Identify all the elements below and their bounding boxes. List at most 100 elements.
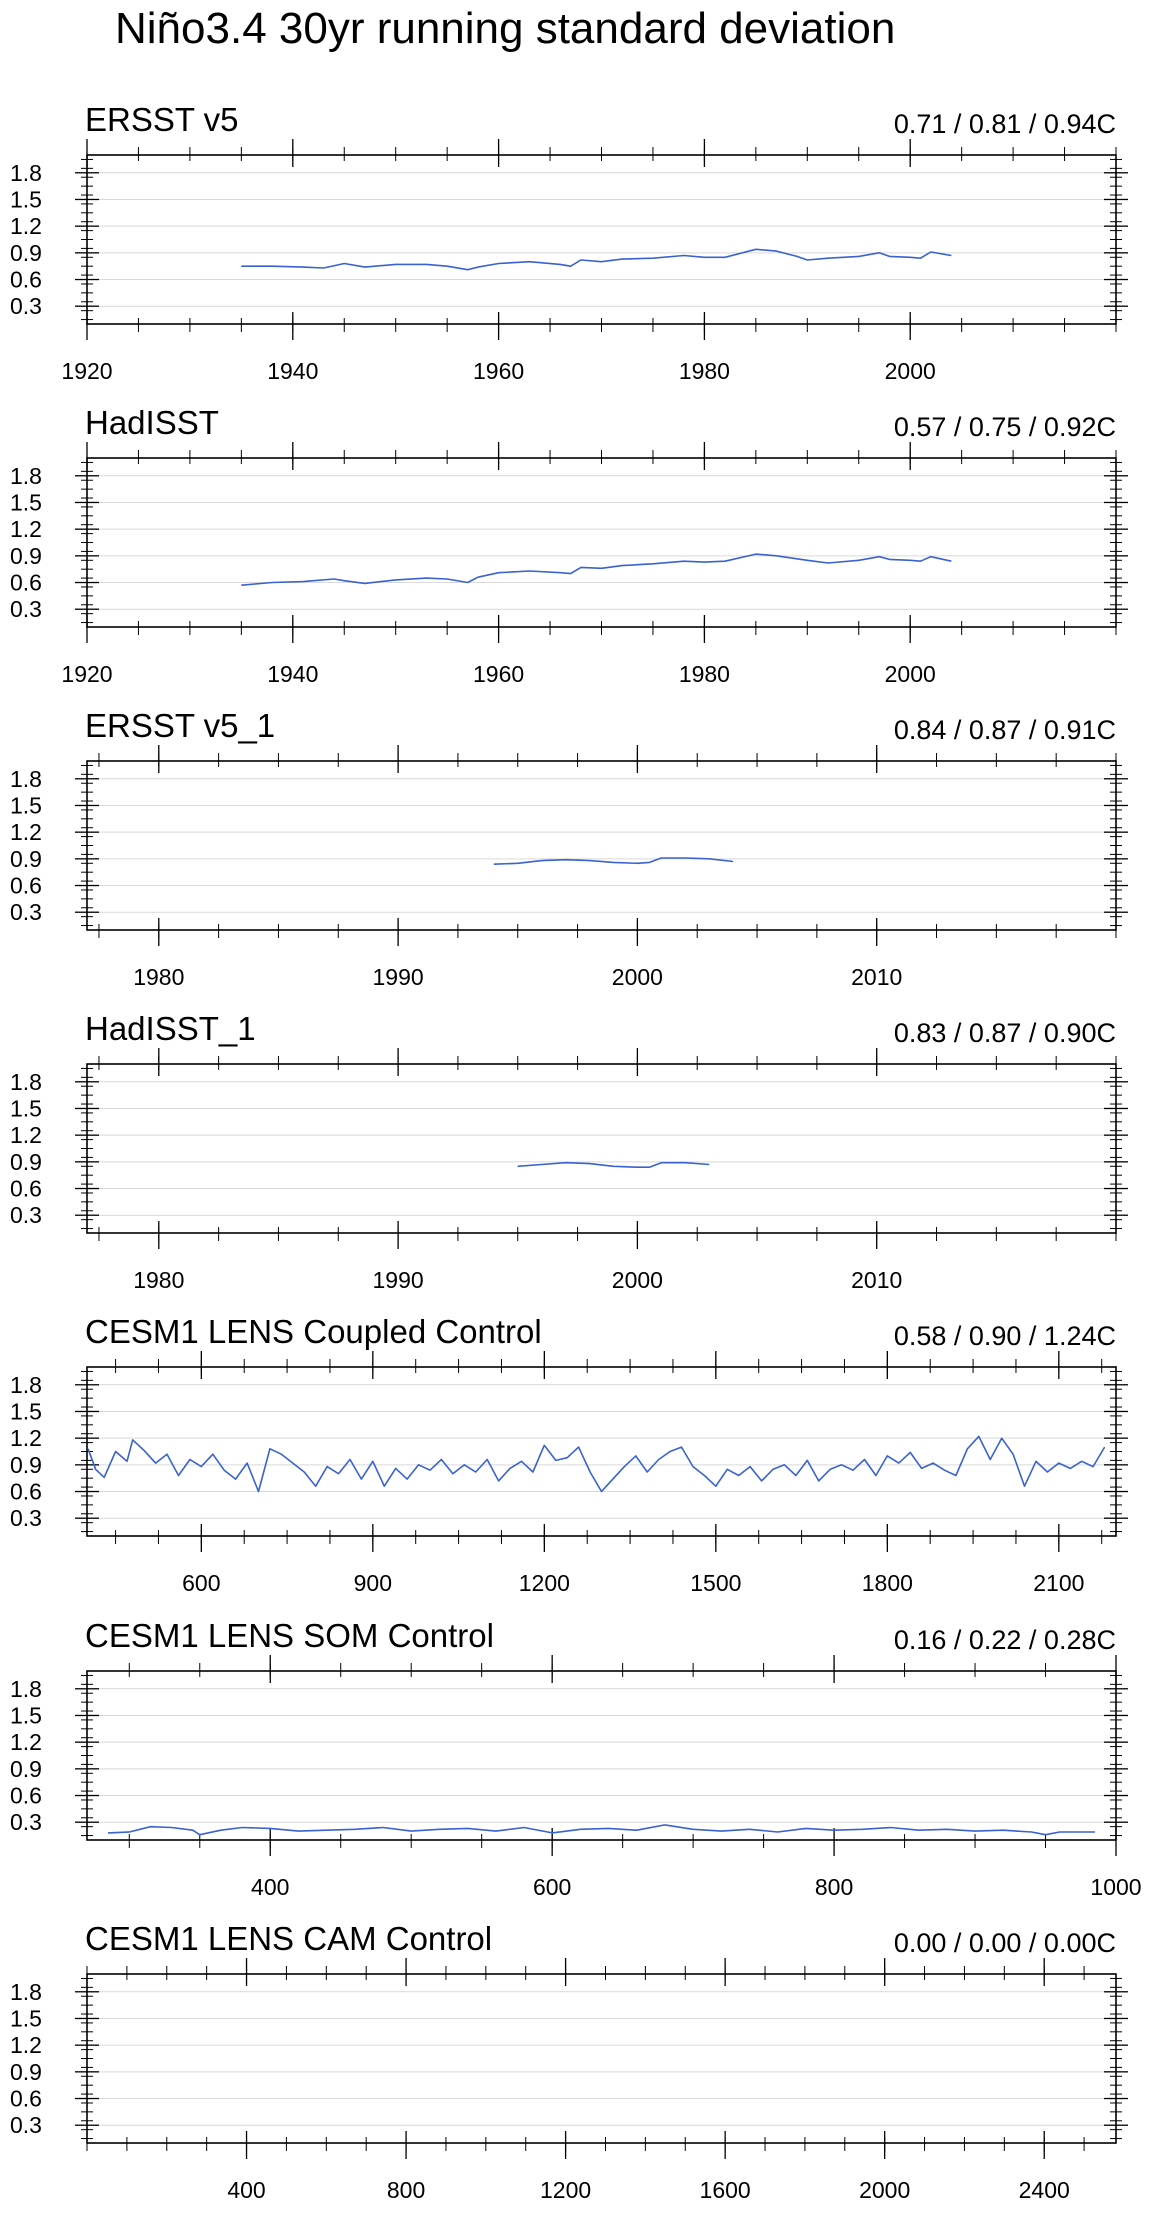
panel-title: HadISST_1 bbox=[85, 1010, 256, 1047]
y-tick-label: 0.9 bbox=[10, 2059, 42, 2085]
y-tick-label: 0.3 bbox=[10, 1202, 42, 1228]
y-tick-label: 0.6 bbox=[10, 570, 42, 596]
y-tick-label: 1.8 bbox=[10, 463, 42, 489]
y-tick-label: 0.9 bbox=[10, 1756, 42, 1782]
panel-title: HadISST bbox=[85, 404, 219, 441]
panel-stats: 0.16 / 0.22 / 0.28C bbox=[894, 1625, 1116, 1655]
x-tick-label: 800 bbox=[387, 2177, 425, 2203]
y-tick-label: 1.8 bbox=[10, 1372, 42, 1398]
series-line bbox=[108, 1824, 1095, 1836]
panel-4: HadISST_1 0.83 / 0.87 / 0.90C 0.30.60.91.2… bbox=[10, 1010, 1128, 1293]
series-line bbox=[493, 857, 734, 865]
y-tick-label: 1.5 bbox=[10, 186, 42, 212]
y-tick-label: 1.5 bbox=[10, 489, 42, 515]
panel-title: CESM1 LENS CAM Control bbox=[85, 1920, 492, 1957]
panels: ERSST v5 0.71 / 0.81 / 0.94C0.30.60.91.21… bbox=[10, 101, 1142, 2203]
x-tick-label: 1980 bbox=[133, 964, 184, 990]
y-tick-label: 1.8 bbox=[10, 160, 42, 186]
x-tick-label: 1990 bbox=[373, 964, 424, 990]
x-tick-label: 1990 bbox=[373, 1267, 424, 1293]
y-tick-label: 1.2 bbox=[10, 516, 42, 542]
x-tick-label: 1980 bbox=[679, 358, 730, 384]
y-tick-label: 1.8 bbox=[10, 1979, 42, 2005]
y-tick-label: 0.6 bbox=[10, 1479, 42, 1505]
plot-frame bbox=[86, 1670, 1117, 1841]
y-tick-label: 1.8 bbox=[10, 1676, 42, 1702]
y-tick-label: 1.8 bbox=[10, 766, 42, 792]
x-tick-label: 1960 bbox=[473, 661, 524, 687]
y-tick-label: 1.8 bbox=[10, 1069, 42, 1095]
x-tick-label: 1920 bbox=[61, 358, 112, 384]
x-tick-label: 2000 bbox=[885, 661, 936, 687]
panel-stats: 0.84 / 0.87 / 0.91C bbox=[894, 715, 1116, 745]
x-tick-label: 2400 bbox=[1019, 2177, 1070, 2203]
y-tick-label: 0.9 bbox=[10, 240, 42, 266]
y-tick-label: 1.2 bbox=[10, 213, 42, 239]
x-tick-label: 1200 bbox=[519, 1570, 570, 1596]
y-tick-label: 0.3 bbox=[10, 1505, 42, 1531]
x-tick-label: 1940 bbox=[267, 358, 318, 384]
x-tick-label: 2000 bbox=[612, 1267, 663, 1293]
y-tick-label: 0.3 bbox=[10, 899, 42, 925]
x-tick-label: 1800 bbox=[862, 1570, 913, 1596]
y-tick-label: 1.5 bbox=[10, 1702, 42, 1728]
panel-stats: 0.71 / 0.81 / 0.94C bbox=[894, 109, 1116, 139]
panel-7: CESM1 LENS CAM Control 0.00 / 0.00 / 0.00… bbox=[10, 1920, 1128, 2203]
y-tick-label: 1.2 bbox=[10, 2032, 42, 2058]
panel-title: ERSST v5_1 bbox=[85, 707, 275, 744]
y-tick-label: 1.2 bbox=[10, 1729, 42, 1755]
y-tick-label: 0.6 bbox=[10, 2086, 42, 2112]
x-tick-label: 2010 bbox=[851, 964, 902, 990]
x-tick-label: 1500 bbox=[690, 1570, 741, 1596]
y-tick-label: 0.6 bbox=[10, 267, 42, 293]
y-tick-label: 0.9 bbox=[10, 846, 42, 872]
panel-6: CESM1 LENS SOM Control 0.16 / 0.22 / 0.28… bbox=[10, 1617, 1142, 1900]
x-tick-label: 1980 bbox=[133, 1267, 184, 1293]
panel-3: ERSST v5_1 0.84 / 0.87 / 0.91C0.30.60.91.… bbox=[10, 707, 1128, 990]
x-tick-label: 800 bbox=[815, 1874, 853, 1900]
panel-5: CESM1 LENS Coupled Control 0.58 / 0.90 / … bbox=[10, 1313, 1128, 1596]
plot-frame bbox=[86, 457, 1117, 628]
panel-stats: 0.00 / 0.00 / 0.00C bbox=[894, 1928, 1116, 1958]
plot-frame bbox=[86, 1366, 1117, 1537]
x-tick-label: 1000 bbox=[1090, 1874, 1141, 1900]
x-tick-label: 900 bbox=[354, 1570, 392, 1596]
x-tick-label: 1960 bbox=[473, 358, 524, 384]
y-tick-label: 0.3 bbox=[10, 1809, 42, 1835]
panel-stats: 0.83 / 0.87 / 0.90C bbox=[894, 1018, 1116, 1048]
panel-stats: 0.58 / 0.90 / 1.24C bbox=[894, 1321, 1116, 1351]
x-tick-label: 2000 bbox=[612, 964, 663, 990]
x-tick-label: 1940 bbox=[267, 661, 318, 687]
x-tick-label: 2100 bbox=[1033, 1570, 1084, 1596]
y-tick-label: 1.2 bbox=[10, 1425, 42, 1451]
x-tick-label: 2010 bbox=[851, 1267, 902, 1293]
x-tick-label: 600 bbox=[533, 1874, 571, 1900]
series-line bbox=[87, 1435, 1106, 1493]
x-tick-label: 400 bbox=[251, 1874, 289, 1900]
y-tick-label: 0.9 bbox=[10, 543, 42, 569]
y-tick-label: 0.9 bbox=[10, 1452, 42, 1478]
y-tick-label: 1.5 bbox=[10, 792, 42, 818]
y-tick-label: 0.3 bbox=[10, 2112, 42, 2138]
y-tick-label: 1.5 bbox=[10, 1398, 42, 1424]
panel-2: HadISST 0.57 / 0.75 / 0.92C0.30.60.91.21.… bbox=[10, 404, 1128, 687]
figure-title: Niño3.4 30yr running standard deviation bbox=[115, 4, 895, 53]
x-tick-label: 400 bbox=[227, 2177, 265, 2203]
plot-frame bbox=[86, 154, 1117, 325]
x-tick-label: 1980 bbox=[679, 661, 730, 687]
y-tick-label: 1.2 bbox=[10, 819, 42, 845]
panel-title: CESM1 LENS SOM Control bbox=[85, 1617, 494, 1654]
plot-frame bbox=[86, 1063, 1117, 1234]
series-line bbox=[241, 553, 952, 586]
y-tick-label: 1.2 bbox=[10, 1122, 42, 1148]
panel-title: ERSST v5 bbox=[85, 101, 238, 138]
y-tick-label: 0.9 bbox=[10, 1149, 42, 1175]
x-tick-label: 2000 bbox=[859, 2177, 910, 2203]
y-tick-label: 0.3 bbox=[10, 596, 42, 622]
y-tick-label: 0.6 bbox=[10, 1176, 42, 1202]
y-tick-label: 0.6 bbox=[10, 873, 42, 899]
y-tick-label: 1.5 bbox=[10, 2005, 42, 2031]
y-tick-label: 0.6 bbox=[10, 1783, 42, 1809]
series-line bbox=[241, 248, 952, 271]
x-tick-label: 600 bbox=[182, 1570, 220, 1596]
